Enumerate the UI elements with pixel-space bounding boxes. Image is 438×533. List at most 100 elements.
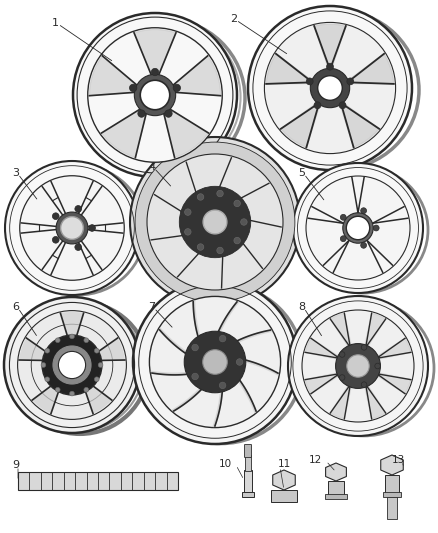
Bar — [387, 497, 397, 519]
Ellipse shape — [265, 22, 396, 154]
Polygon shape — [151, 372, 196, 375]
Polygon shape — [32, 380, 62, 414]
Text: 4: 4 — [148, 162, 155, 172]
Polygon shape — [374, 338, 411, 360]
Text: 6: 6 — [12, 302, 19, 312]
Ellipse shape — [327, 63, 333, 70]
Ellipse shape — [55, 338, 60, 343]
Ellipse shape — [18, 311, 127, 419]
Polygon shape — [325, 463, 346, 481]
Ellipse shape — [306, 176, 410, 280]
Ellipse shape — [293, 163, 423, 293]
Polygon shape — [237, 358, 278, 375]
Ellipse shape — [173, 84, 180, 92]
Ellipse shape — [56, 212, 88, 244]
Bar — [244, 470, 252, 492]
Ellipse shape — [88, 28, 222, 162]
Ellipse shape — [203, 210, 227, 234]
Ellipse shape — [234, 237, 240, 244]
Ellipse shape — [75, 244, 81, 251]
Ellipse shape — [94, 377, 99, 382]
Ellipse shape — [73, 13, 237, 177]
Ellipse shape — [133, 280, 297, 444]
Text: 3: 3 — [12, 168, 19, 178]
Ellipse shape — [184, 229, 191, 235]
Ellipse shape — [288, 296, 428, 436]
Ellipse shape — [70, 391, 74, 396]
Ellipse shape — [248, 6, 412, 170]
Polygon shape — [364, 313, 386, 350]
Ellipse shape — [58, 351, 85, 378]
Ellipse shape — [361, 344, 367, 350]
Polygon shape — [330, 382, 352, 419]
Ellipse shape — [314, 102, 321, 109]
Ellipse shape — [198, 244, 204, 251]
Ellipse shape — [94, 349, 99, 353]
Ellipse shape — [310, 68, 350, 108]
Ellipse shape — [135, 142, 295, 302]
Text: 2: 2 — [230, 14, 237, 24]
Ellipse shape — [130, 137, 300, 307]
Text: 9: 9 — [12, 460, 19, 470]
Ellipse shape — [340, 214, 346, 220]
Ellipse shape — [339, 102, 346, 109]
Bar — [325, 494, 347, 499]
Polygon shape — [314, 24, 346, 71]
Ellipse shape — [237, 359, 243, 365]
Bar — [242, 492, 254, 497]
Polygon shape — [170, 56, 221, 95]
Text: 7: 7 — [148, 302, 155, 312]
Bar — [328, 481, 344, 495]
Polygon shape — [305, 372, 342, 394]
Ellipse shape — [84, 338, 88, 343]
Polygon shape — [215, 302, 239, 340]
Ellipse shape — [89, 224, 95, 231]
Polygon shape — [193, 301, 202, 345]
Ellipse shape — [147, 154, 283, 290]
Polygon shape — [134, 29, 176, 79]
Ellipse shape — [192, 373, 198, 379]
Bar — [385, 475, 399, 493]
Ellipse shape — [240, 219, 247, 225]
Ellipse shape — [373, 225, 379, 231]
Ellipse shape — [339, 352, 345, 357]
Ellipse shape — [346, 216, 370, 240]
Ellipse shape — [306, 78, 313, 85]
Polygon shape — [19, 338, 53, 361]
Polygon shape — [82, 380, 112, 414]
Ellipse shape — [219, 335, 226, 342]
Ellipse shape — [84, 387, 88, 392]
Text: 12: 12 — [309, 455, 322, 465]
Polygon shape — [60, 312, 84, 345]
Bar — [18, 472, 178, 490]
Ellipse shape — [53, 237, 59, 243]
Ellipse shape — [149, 296, 281, 427]
Ellipse shape — [53, 213, 59, 220]
Ellipse shape — [151, 68, 159, 76]
Ellipse shape — [340, 236, 346, 241]
Text: 1: 1 — [52, 18, 59, 28]
Ellipse shape — [5, 161, 139, 295]
Polygon shape — [381, 455, 403, 475]
Ellipse shape — [75, 206, 81, 212]
Ellipse shape — [336, 344, 380, 389]
Ellipse shape — [140, 80, 170, 110]
Ellipse shape — [192, 344, 198, 351]
Polygon shape — [281, 101, 321, 148]
Ellipse shape — [70, 334, 74, 339]
Polygon shape — [330, 313, 352, 350]
Ellipse shape — [41, 362, 46, 367]
Text: 10: 10 — [219, 459, 232, 469]
Polygon shape — [346, 54, 394, 84]
Polygon shape — [229, 330, 272, 346]
Polygon shape — [339, 101, 379, 148]
Bar — [383, 492, 401, 497]
Ellipse shape — [339, 375, 345, 381]
Polygon shape — [374, 372, 411, 394]
FancyBboxPatch shape — [244, 445, 251, 457]
Polygon shape — [273, 470, 295, 490]
Polygon shape — [89, 56, 140, 95]
Ellipse shape — [217, 247, 223, 254]
Ellipse shape — [361, 208, 367, 214]
Ellipse shape — [45, 349, 49, 353]
